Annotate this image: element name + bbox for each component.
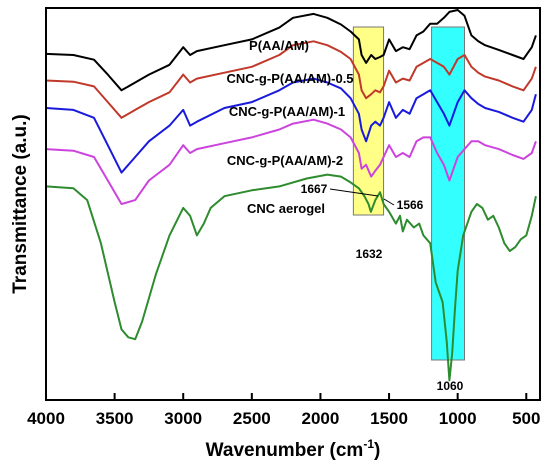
- x-axis-title: Wavenumber (cm-1): [206, 437, 381, 461]
- annotation-1667: 1667: [301, 182, 328, 196]
- series-label-cnc-aerogel: CNC aerogel: [247, 201, 325, 216]
- spectra-series: [45, 9, 537, 382]
- annotation-1566: 1566: [397, 198, 424, 212]
- annotation-1632: 1632: [356, 247, 383, 261]
- annotation-1667-pointer: [329, 188, 379, 197]
- series-line-3: [45, 77, 537, 174]
- x-tick-label: 1000: [439, 409, 477, 428]
- highlight-bands: [352, 26, 466, 361]
- x-tick-label: 2500: [233, 409, 271, 428]
- series-label-cnc-0-5: CNC-g-P(AA/AM)-0.5: [226, 71, 353, 86]
- series-label-cnc-2: CNC-g-P(AA/AM)-2: [227, 153, 343, 168]
- plot-frame: [45, 7, 541, 401]
- x-tick-label: 1500: [370, 409, 408, 428]
- annotation-1060: 1060: [437, 379, 464, 393]
- series-label-cnc-1: CNC-g-P(AA/AM)-1: [229, 104, 345, 119]
- x-tick-label: 3000: [164, 409, 202, 428]
- x-tick-label: 500: [512, 409, 540, 428]
- series-line-1: [45, 9, 537, 92]
- series-label-p-aa-am: P(AA/AM): [249, 38, 309, 53]
- series-line-5: [45, 173, 537, 382]
- x-axis-ticks: 4000 3500 3000 2500 2000 1500 1000 500: [27, 393, 540, 428]
- x-tick-label: 3500: [96, 409, 134, 428]
- annotation-1566-pointer: [383, 198, 395, 206]
- series-line-2: [45, 40, 537, 119]
- series-line-4: [45, 118, 537, 205]
- highlight-band-2: [431, 26, 466, 361]
- x-tick-label: 2000: [302, 409, 340, 428]
- x-tick-label: 4000: [27, 409, 65, 428]
- y-axis-title: Transmittance (a.u.): [10, 114, 31, 294]
